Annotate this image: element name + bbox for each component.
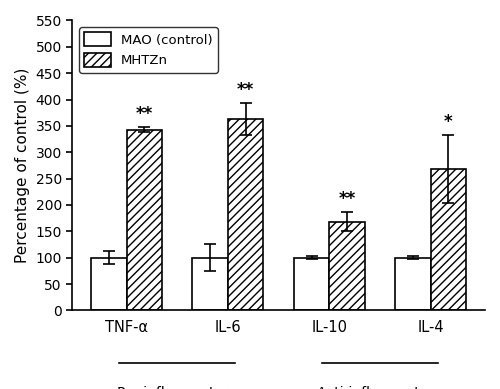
Y-axis label: Percentage of control (%): Percentage of control (%) — [15, 68, 30, 263]
Bar — [192, 258, 228, 310]
Bar — [431, 169, 466, 310]
Text: Pro-inflammatory: Pro-inflammatory — [117, 386, 238, 389]
Bar — [294, 258, 330, 310]
Text: Anti-inflammatory: Anti-inflammatory — [317, 386, 443, 389]
Text: **: ** — [136, 105, 153, 123]
Bar — [396, 258, 431, 310]
Bar — [228, 119, 264, 310]
Text: **: ** — [338, 190, 355, 208]
Bar — [91, 258, 126, 310]
Bar — [126, 130, 162, 310]
Text: *: * — [444, 113, 453, 131]
Legend: MAO (control), MHTZn: MAO (control), MHTZn — [79, 27, 218, 73]
Text: **: ** — [237, 81, 254, 99]
Bar — [330, 222, 365, 310]
